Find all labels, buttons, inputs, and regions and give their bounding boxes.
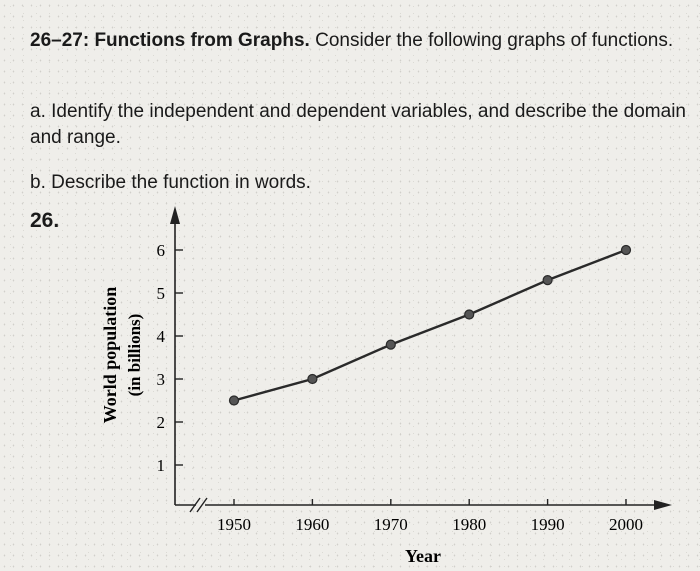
y-tick-label: 1 <box>157 456 166 475</box>
axis-break-mark <box>189 497 201 513</box>
x-tick-label: 1980 <box>452 515 486 534</box>
y-axis-label-line1: World population <box>100 287 120 424</box>
data-point <box>307 373 318 385</box>
y-axis-label-line2: (in billions) <box>125 314 144 397</box>
y-tick-label: 2 <box>157 413 166 432</box>
data-point <box>464 309 475 320</box>
data-point <box>385 339 396 350</box>
y-tick-label: 5 <box>157 284 166 303</box>
x-tick-label: 1960 <box>295 515 329 534</box>
part-b-text: b. Describe the function in words. <box>30 172 311 193</box>
problem-number: 26. <box>30 209 60 232</box>
x-tick-label: 2000 <box>609 515 643 534</box>
x-tick-label: 1970 <box>374 515 408 534</box>
x-tick-label: 1950 <box>217 515 251 534</box>
y-tick-label: 4 <box>157 327 166 346</box>
data-point <box>542 275 553 286</box>
y-tick-label: 3 <box>157 370 166 389</box>
instruction-text: Consider the following graphs of functio… <box>309 30 674 51</box>
y-tick-label: 6 <box>157 241 166 260</box>
y-axis-arrow-icon <box>170 206 180 224</box>
part-a-text: a. Identify the independent and dependen… <box>30 101 686 148</box>
problem-range: 26–27: <box>30 30 90 51</box>
x-tick-label: 1990 <box>531 515 565 534</box>
axis-break-mark <box>196 497 208 513</box>
x-axis-label: Year <box>405 546 441 566</box>
section-title: Functions from Graphs. <box>94 30 310 51</box>
x-axis-arrow-icon <box>654 500 672 510</box>
data-point <box>620 244 632 256</box>
population-line <box>233 248 627 402</box>
data-point <box>228 395 240 406</box>
problem-set-heading: 26–27: Functions from Graphs. Consider t… <box>30 28 680 54</box>
